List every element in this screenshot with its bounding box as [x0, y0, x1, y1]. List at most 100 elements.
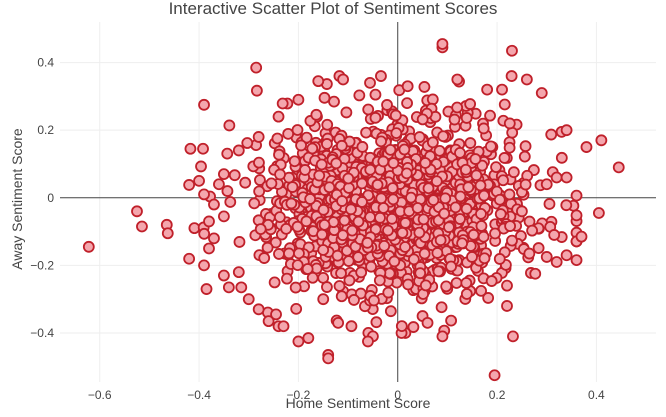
scatter-point [475, 284, 487, 297]
scatter-point [335, 267, 347, 280]
scatter-point [268, 276, 281, 289]
scatter-point [419, 279, 432, 292]
scatter-point [276, 97, 289, 110]
scatter-point [407, 253, 420, 266]
scatter-point [434, 234, 447, 247]
scatter-point [435, 301, 448, 314]
scatter-point [519, 178, 532, 191]
tick-labels: −0.6 −0.4 −0.2 0 0.2 0.4 −0.4 −0.2 0 0.2 0.4 [30, 56, 605, 402]
scatter-point [543, 198, 556, 210]
scatter-point [317, 244, 330, 256]
scatter-point [414, 267, 427, 280]
scatter-point [396, 226, 409, 239]
scatter-point [258, 252, 271, 264]
scatter-point [291, 259, 304, 272]
scatter-point [451, 101, 464, 114]
scatter-point [550, 256, 563, 268]
scatter-point [560, 124, 573, 137]
scatter-point [516, 205, 528, 218]
scatter-point [518, 150, 531, 163]
scatter-point [416, 113, 429, 126]
scatter-point [460, 277, 473, 289]
scatter-point [540, 178, 553, 191]
scatter-point [540, 251, 553, 263]
scatter-point [612, 161, 625, 174]
scatter-point [161, 227, 174, 240]
scatter-point [228, 169, 241, 182]
scatter-point [291, 124, 304, 136]
scatter-point [274, 168, 286, 181]
scatter-point [241, 137, 254, 149]
scatter-point [462, 181, 475, 194]
scatter-point [545, 128, 558, 141]
scatter-point [595, 134, 608, 147]
scatter-point [312, 75, 325, 88]
scatter-point [338, 214, 351, 227]
scatter-point [333, 280, 346, 292]
scatter-points [82, 38, 625, 382]
scatter-point [489, 227, 501, 240]
scatter-point [570, 209, 583, 222]
scatter-point [390, 127, 403, 140]
scatter-point [488, 369, 501, 382]
scatter-point [432, 265, 445, 278]
scatter-point [369, 111, 382, 124]
scatter-point [407, 321, 420, 333]
scatter-point [365, 260, 377, 273]
scatter-point [456, 237, 469, 250]
scatter-point [235, 281, 248, 294]
scatter-point [466, 251, 478, 263]
scatter-point [378, 239, 391, 252]
scatter-point [535, 87, 548, 99]
scatter-point [399, 241, 412, 253]
scatter-point [375, 135, 387, 148]
scatter-point [306, 142, 319, 155]
scatter-point [388, 255, 401, 268]
scatter-point [360, 126, 372, 139]
scatter-point [317, 203, 330, 216]
scatter-point [371, 178, 384, 191]
scatter-point [198, 188, 210, 201]
scatter-point [418, 247, 431, 260]
scatter-point [418, 81, 431, 93]
scatter-point [345, 203, 357, 216]
scatter-point [253, 185, 266, 198]
scatter-point [443, 221, 455, 234]
scatter-point [208, 232, 220, 245]
scatter-point [272, 110, 285, 123]
scatter-point [493, 193, 506, 206]
scatter-point [493, 253, 506, 265]
scatter-point [382, 224, 394, 237]
scatter-point [503, 141, 516, 154]
scatter-point [131, 205, 143, 218]
scatter-point [506, 234, 518, 247]
scatter-point [364, 163, 377, 176]
scatter-point [253, 156, 265, 169]
x-tick-label: 0 [394, 388, 401, 402]
y-axis-title: Away Sentiment Score [9, 128, 25, 270]
scatter-point [193, 174, 205, 187]
scatter-point [221, 147, 234, 160]
scatter-point [310, 108, 323, 121]
scatter-point [248, 197, 261, 210]
scatter-point [356, 196, 368, 208]
scatter-point [436, 38, 449, 50]
scatter-point [232, 144, 245, 157]
scatter-point [389, 109, 402, 122]
scatter-point [387, 157, 400, 169]
scatter-point [342, 172, 355, 185]
scatter-point [273, 148, 285, 161]
scatter-point [445, 314, 458, 327]
scatter-point [478, 252, 491, 265]
scatter-point [224, 196, 237, 208]
scatter-point [427, 194, 440, 207]
scatter-point [520, 73, 533, 86]
scatter-point [332, 316, 345, 329]
scatter-point [198, 227, 211, 240]
scatter-point [386, 212, 398, 225]
scatter-point [464, 98, 477, 110]
scatter-point [467, 228, 480, 241]
scatter-point [239, 176, 252, 189]
scatter-point [575, 230, 588, 243]
